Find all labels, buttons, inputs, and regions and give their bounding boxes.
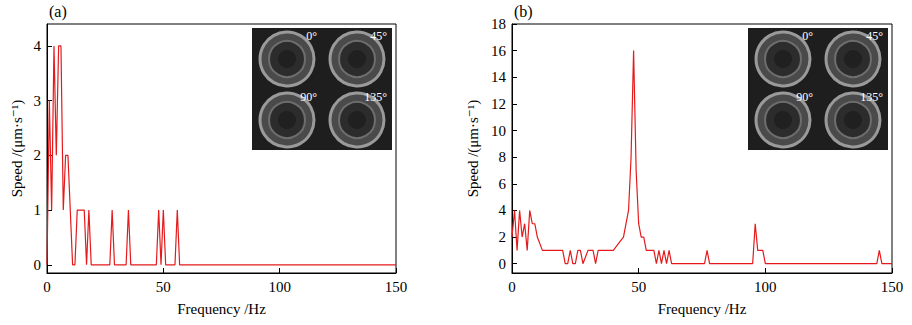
svg-text:0: 0 bbox=[508, 279, 516, 295]
svg-text:0: 0 bbox=[34, 257, 42, 273]
svg-text:6: 6 bbox=[499, 176, 507, 192]
svg-text:45°: 45° bbox=[370, 29, 387, 43]
svg-text:50: 50 bbox=[631, 279, 646, 295]
svg-text:Frequency /Hz: Frequency /Hz bbox=[177, 301, 266, 317]
svg-text:Speed /(μm·s⁻¹): Speed /(μm·s⁻¹) bbox=[465, 100, 482, 198]
svg-text:18: 18 bbox=[491, 16, 506, 32]
svg-text:100: 100 bbox=[754, 279, 777, 295]
svg-text:Speed /(μm·s⁻¹): Speed /(μm·s⁻¹) bbox=[9, 100, 26, 198]
svg-text:10: 10 bbox=[491, 123, 506, 139]
svg-text:150: 150 bbox=[385, 279, 408, 295]
svg-text:Frequency /Hz: Frequency /Hz bbox=[658, 301, 747, 317]
svg-text:12: 12 bbox=[491, 96, 506, 112]
svg-text:135°: 135° bbox=[364, 90, 387, 104]
svg-text:90°: 90° bbox=[300, 90, 317, 104]
svg-text:100: 100 bbox=[268, 279, 291, 295]
svg-text:16: 16 bbox=[491, 43, 507, 59]
svg-text:0: 0 bbox=[43, 279, 51, 295]
svg-text:0°: 0° bbox=[802, 29, 813, 43]
svg-text:0°: 0° bbox=[306, 29, 317, 43]
svg-text:2: 2 bbox=[499, 229, 507, 245]
svg-text:(b): (b) bbox=[514, 3, 533, 21]
svg-text:14: 14 bbox=[491, 69, 507, 85]
svg-text:8: 8 bbox=[499, 149, 507, 165]
svg-text:3: 3 bbox=[34, 93, 42, 109]
svg-text:4: 4 bbox=[34, 38, 42, 54]
svg-text:90°: 90° bbox=[796, 90, 813, 104]
svg-text:4: 4 bbox=[499, 202, 507, 218]
svg-text:50: 50 bbox=[156, 279, 171, 295]
svg-text:1: 1 bbox=[34, 202, 42, 218]
svg-text:150: 150 bbox=[881, 279, 904, 295]
svg-text:0: 0 bbox=[499, 256, 507, 272]
svg-text:2: 2 bbox=[34, 147, 42, 163]
svg-text:(a): (a) bbox=[49, 3, 67, 21]
svg-text:135°: 135° bbox=[860, 90, 883, 104]
svg-text:45°: 45° bbox=[866, 29, 883, 43]
